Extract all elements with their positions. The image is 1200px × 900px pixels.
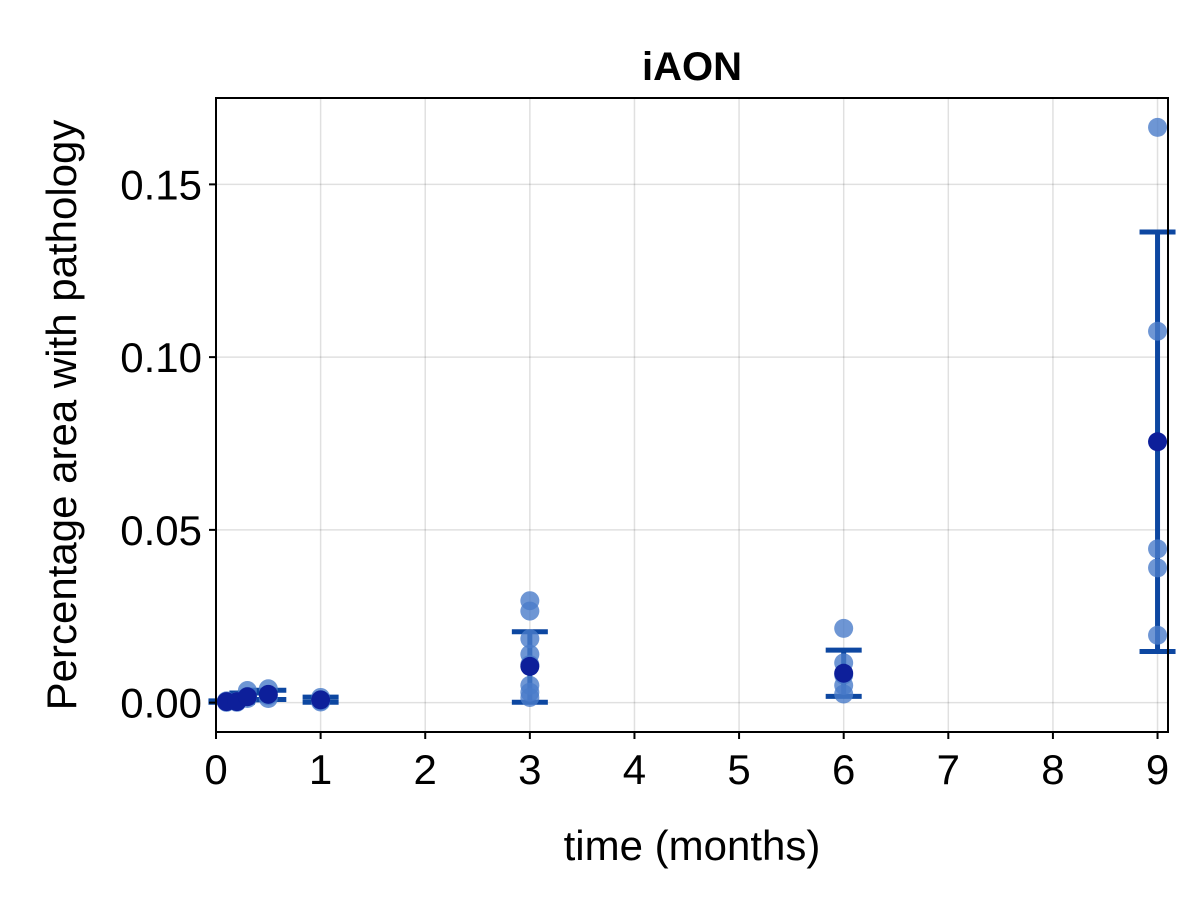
x-tick-label: 1 (309, 746, 332, 793)
x-tick-label: 5 (727, 746, 750, 793)
x-tick-label: 7 (937, 746, 960, 793)
x-tick-label: 4 (623, 746, 646, 793)
error-bars (208, 229, 1176, 705)
mean-point (834, 663, 854, 683)
x-tick-label: 6 (832, 746, 855, 793)
mean-point (1148, 432, 1168, 452)
x-axis-label: time (months) (564, 822, 821, 869)
mean-point (311, 690, 331, 710)
data-point (1148, 558, 1168, 578)
data-point (834, 618, 854, 638)
data-points (216, 117, 1168, 712)
mean-point (237, 687, 257, 707)
data-point (834, 684, 854, 704)
data-point (1148, 539, 1168, 559)
mean-point (520, 656, 540, 676)
mean-point (258, 684, 278, 704)
y-tick-label: 0.15 (120, 161, 202, 208)
data-point (520, 629, 540, 649)
x-tick-label: 2 (414, 746, 437, 793)
plot-frame (215, 97, 1169, 733)
data-point (1148, 321, 1168, 341)
data-point (520, 687, 540, 707)
y-axis-ticks: 0.00 0.05 0.10 0.15 (120, 161, 216, 727)
y-tick-label: 0.00 (120, 680, 202, 727)
x-tick-label: 9 (1146, 746, 1169, 793)
y-tick-label: 0.10 (120, 334, 202, 381)
x-tick-label: 0 (204, 746, 227, 793)
y-tick-label: 0.05 (120, 507, 202, 554)
grid (215, 98, 1168, 732)
x-axis-ticks: 0 1 2 3 4 5 6 7 8 9 (204, 732, 1169, 793)
y-axis-label: Percentage area with pathology (38, 120, 85, 711)
data-point (1148, 117, 1168, 137)
data-point (1148, 625, 1168, 645)
chart-title: iAON (642, 45, 742, 89)
x-tick-label: 3 (518, 746, 541, 793)
x-tick-label: 8 (1041, 746, 1064, 793)
data-point (520, 601, 540, 621)
mean-points (216, 432, 1168, 712)
